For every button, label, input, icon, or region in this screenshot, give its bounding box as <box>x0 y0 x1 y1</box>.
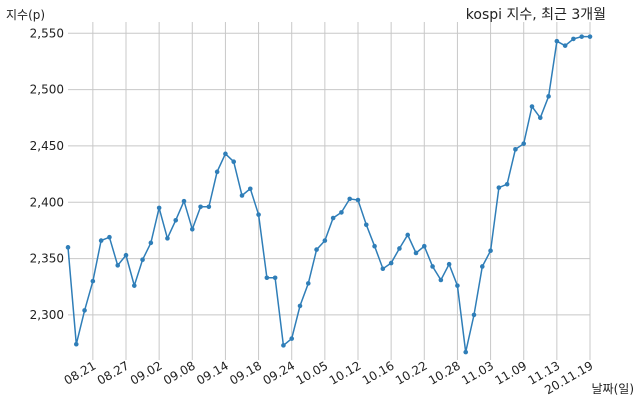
data-point <box>479 264 485 269</box>
data-point <box>587 34 593 39</box>
data-point <box>148 240 154 246</box>
x-tick-label: 10.12 <box>327 358 364 387</box>
y-tick-layer: 2,300 2,350 2,400 2,450 2,500 2,550 <box>30 26 64 322</box>
x-axis-label: 날짜(일) <box>591 382 634 396</box>
data-point <box>289 336 295 341</box>
data-point <box>372 243 377 249</box>
data-point <box>438 277 444 283</box>
series-line <box>67 35 590 353</box>
data-point <box>513 147 518 152</box>
data-point <box>388 260 394 266</box>
data-point <box>156 205 162 211</box>
x-tick-label: 08.27 <box>95 358 132 387</box>
data-point <box>206 204 212 210</box>
data-point <box>537 115 543 121</box>
data-point <box>123 252 129 258</box>
x-tick-label: 09.08 <box>161 358 198 387</box>
data-point <box>73 341 79 347</box>
data-point <box>579 34 585 39</box>
data-point <box>405 232 411 238</box>
data-point <box>181 198 187 204</box>
data-point <box>554 38 560 44</box>
data-point <box>281 343 286 348</box>
data-point <box>305 281 311 286</box>
data-point <box>488 248 493 254</box>
y-tick-label: 2,550 <box>30 26 64 40</box>
data-point <box>165 236 170 241</box>
grid-layer <box>68 22 591 360</box>
y-tick-label: 2,300 <box>30 308 64 322</box>
data-point <box>471 312 477 318</box>
x-tick-label: 10.05 <box>294 358 331 387</box>
data-point <box>330 215 336 221</box>
x-tick-label: 11.03 <box>459 358 496 387</box>
y-tick-label: 2,400 <box>30 195 64 209</box>
data-point <box>314 247 319 252</box>
data-point <box>247 186 253 192</box>
y-tick-label: 2,500 <box>30 83 64 97</box>
data-point <box>446 261 452 267</box>
data-point <box>173 217 179 223</box>
data-point <box>413 250 419 256</box>
data-point <box>107 234 112 240</box>
x-tick-label: 09.18 <box>227 358 264 387</box>
data-point <box>347 196 353 202</box>
data-point <box>256 212 261 217</box>
data-point <box>223 151 228 157</box>
data-point <box>363 222 369 228</box>
x-tick-label: 09.02 <box>128 358 165 387</box>
y-tick-label: 2,450 <box>30 139 64 153</box>
data-point <box>82 308 87 313</box>
data-point <box>272 275 278 281</box>
data-point <box>355 197 361 203</box>
data-point <box>65 245 71 250</box>
data-point <box>297 303 303 309</box>
x-tick-layer: 08.2108.2709.0209.0809.1409.1809.2410.05… <box>62 358 596 397</box>
data-point <box>98 238 104 243</box>
data-point <box>322 238 328 243</box>
data-point <box>239 193 245 198</box>
data-point <box>380 266 386 272</box>
y-axis-label: 지수(p) <box>6 8 46 22</box>
data-point <box>264 275 270 281</box>
data-point <box>546 94 551 99</box>
data-point <box>562 43 568 48</box>
data-point <box>421 243 427 249</box>
x-tick-label: 11.09 <box>492 358 529 387</box>
x-tick-label: 10.22 <box>393 358 430 387</box>
x-tick-label: 09.14 <box>194 358 231 387</box>
data-point <box>529 104 535 109</box>
data-point <box>504 181 510 187</box>
data-point <box>231 159 237 165</box>
x-tick-label: 09.24 <box>260 358 297 387</box>
data-point <box>189 227 195 232</box>
data-point <box>214 169 220 175</box>
data-point <box>339 210 344 215</box>
data-point <box>455 283 460 288</box>
data-point <box>571 36 576 42</box>
x-tick-label: 10.28 <box>426 358 463 387</box>
x-tick-label: 08.21 <box>62 358 99 387</box>
data-point <box>140 257 145 263</box>
data-point <box>430 264 435 269</box>
data-point <box>90 278 96 284</box>
x-tick-label: 10.16 <box>360 358 397 387</box>
data-point <box>397 246 402 251</box>
chart-title: kospi 지수, 최근 3개월 <box>465 7 606 23</box>
data-point <box>131 283 137 288</box>
data-point <box>521 141 527 146</box>
data-point <box>115 263 121 268</box>
y-tick-label: 2,350 <box>30 252 64 266</box>
data-point <box>198 204 203 210</box>
data-point <box>463 349 469 355</box>
data-point <box>496 185 502 190</box>
series-layer <box>65 34 593 355</box>
